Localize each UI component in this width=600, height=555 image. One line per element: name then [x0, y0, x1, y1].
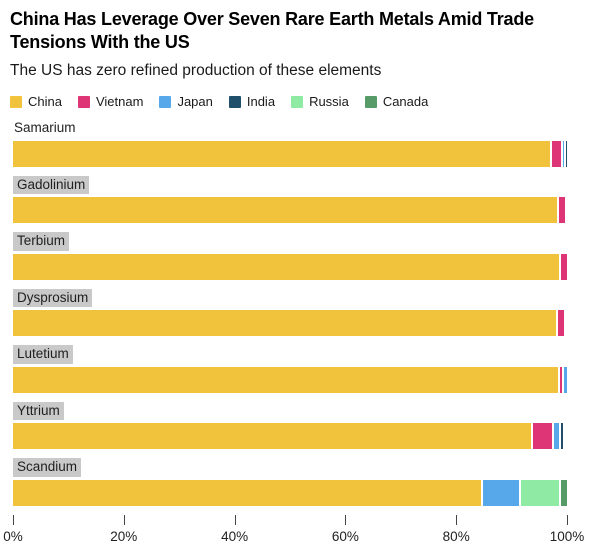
legend-label: Russia [309, 94, 349, 110]
bar-segment-china[interactable] [13, 253, 560, 280]
bar-segment-india[interactable] [564, 140, 567, 167]
bar-segment-russia[interactable] [518, 479, 559, 506]
chart-row-samarium: Samarium [13, 119, 567, 167]
legend-item-india[interactable]: India [228, 94, 276, 110]
legend-item-vietnam[interactable]: Vietnam [77, 94, 144, 110]
bar-segment-china[interactable] [13, 140, 550, 167]
axis-tick-label: 60% [331, 528, 359, 544]
legend-label: China [28, 94, 62, 110]
axis-tick-label: 40% [221, 528, 249, 544]
chart-row-lutetium: Lutetium [13, 345, 567, 393]
bar-segment-japan[interactable] [561, 140, 565, 167]
legend-item-china[interactable]: China [10, 94, 62, 109]
bar-rows: Samarium Gadolinium Terbium Dysprosium Lutet… [13, 119, 569, 506]
category-label: Terbium [13, 232, 70, 251]
chart-title-line2: Tensions With the US [10, 32, 190, 53]
bar-segment-vietnam[interactable] [530, 423, 553, 450]
stacked-bar [13, 140, 567, 167]
bar-segment-vietnam[interactable] [559, 253, 567, 280]
bar-segment-vietnam[interactable] [549, 140, 562, 167]
legend-swatch-india [228, 95, 241, 108]
bar-segment-vietnam[interactable] [558, 366, 562, 393]
axis-tick-label: 20% [110, 528, 138, 544]
legend-label: Vietnam [95, 94, 144, 110]
bar-segment-china[interactable] [13, 366, 559, 393]
chart-row-dysprosium: Dysprosium [13, 288, 569, 337]
legend-item-russia[interactable]: Russia [291, 94, 349, 109]
category-label: Dysprosium [13, 288, 93, 308]
bar-segment-japan[interactable] [562, 366, 567, 393]
stacked-bar [13, 310, 569, 337]
chart-row-terbium: Terbium [13, 232, 567, 280]
legend-label: Canada [382, 94, 429, 110]
axis-tick [123, 514, 125, 525]
chart-row-yttrium: Yttrium [13, 401, 567, 450]
chart-row-scandium: Scandium [13, 458, 567, 506]
bar-segment-india[interactable] [558, 423, 564, 450]
legend-swatch-canada [364, 95, 377, 108]
bar-segment-china[interactable] [13, 423, 531, 450]
x-axis: 0% 20% 40% 60% 80% 100% [3, 514, 584, 555]
stacked-bar [13, 253, 567, 280]
category-label: Yttrium [13, 401, 64, 421]
chart-plot-area: Samarium Gadolinium Terbium Dysprosium Lutet… [3, 119, 590, 555]
stacked-bar [13, 366, 567, 393]
legend-swatch-vietnam [77, 95, 90, 108]
chart-title: China Has Leverage Over Seven Rare Earth… [10, 8, 590, 54]
axis-tick-label: 100% [549, 528, 585, 544]
legend-item-japan[interactable]: Japan [159, 94, 213, 110]
chart-subtitle: The US has zero refined production of th… [10, 62, 382, 80]
bar-segment-vietnam[interactable] [557, 197, 565, 224]
legend-label: India [246, 94, 276, 110]
bar-segment-china[interactable] [13, 310, 556, 337]
axis-tick-label: 0% [3, 528, 23, 544]
axis-tick [13, 514, 14, 525]
axis-tick [345, 514, 347, 525]
legend-swatch-japan [159, 95, 172, 108]
category-label: Samarium [14, 120, 76, 136]
legend-swatch-russia [291, 95, 304, 108]
legend-label: Japan [177, 94, 213, 110]
chart-row-gadolinium: Gadolinium [13, 175, 567, 224]
axis-tick [567, 514, 568, 525]
axis-tick-label: 80% [442, 528, 470, 544]
stacked-bar [13, 479, 567, 506]
chart-title-line1: China Has Leverage Over Seven Rare Earth… [10, 9, 534, 29]
category-label: Scandium [13, 458, 82, 477]
bar-segment-india[interactable] [566, 310, 569, 337]
category-label: Lutetium [13, 345, 73, 364]
legend: China Vietnam Japan India Russia Canada [10, 94, 590, 109]
stacked-bar [13, 423, 567, 450]
bar-segment-japan[interactable] [564, 197, 567, 224]
bar-segment-japan[interactable] [564, 310, 567, 337]
axis-tick [234, 514, 236, 525]
stacked-bar [13, 197, 567, 224]
axis-tick [456, 514, 458, 525]
legend-item-canada[interactable]: Canada [364, 94, 429, 110]
bar-segment-china[interactable] [13, 197, 558, 224]
bar-segment-vietnam[interactable] [555, 310, 565, 337]
bar-segment-china[interactable] [13, 479, 482, 506]
bar-segment-japan[interactable] [552, 423, 559, 450]
category-label: Gadolinium [13, 175, 90, 195]
bar-segment-japan[interactable] [481, 479, 519, 506]
bar-segment-canada[interactable] [558, 479, 567, 506]
legend-swatch-china [10, 95, 22, 108]
